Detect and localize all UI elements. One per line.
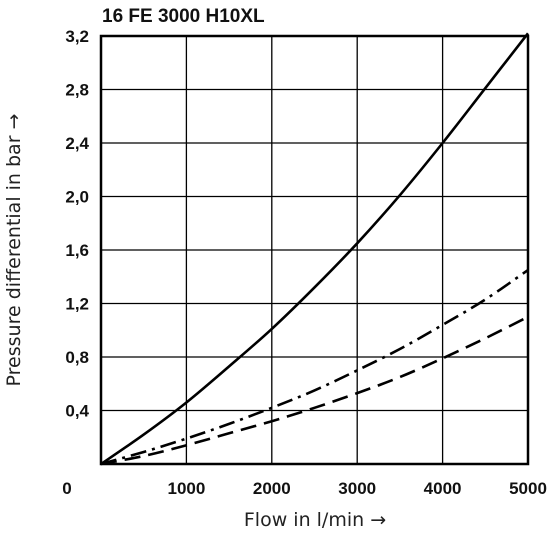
series-line-dash-dot <box>100 268 529 466</box>
x-tick-label: 4000 <box>424 479 462 498</box>
x-axis-label: Flow in l/min → <box>244 509 386 531</box>
y-tick-label: 0,4 <box>65 402 89 421</box>
x-tick-label: 5000 <box>509 479 547 498</box>
y-axis-label: Pressure differential in bar → <box>3 114 25 387</box>
x-tick-label: 1000 <box>167 479 205 498</box>
chart-title: 16 FE 3000 H10XL <box>102 6 265 27</box>
y-tick-label: 1,6 <box>65 241 89 260</box>
y-tick-label: 3,2 <box>65 27 89 46</box>
x-tick-label: 2000 <box>253 479 291 498</box>
series-line-dashed <box>100 315 529 466</box>
y-tick-label: 2,4 <box>65 134 89 153</box>
y-tick-label: 1,2 <box>65 295 89 314</box>
y-tick-label: 0,8 <box>65 348 89 367</box>
series-line-solid <box>100 32 530 466</box>
y-tick-label: 2,8 <box>65 81 89 100</box>
tick-labels: 0 1000 2000 3000 4000 5000 0,4 0,8 1,2 1,6 2,0 2,4 2… <box>62 27 547 498</box>
plot-frame <box>99 34 530 466</box>
y-tick-label: 2,0 <box>65 188 89 207</box>
x-tick-label: 0 <box>62 479 71 498</box>
grid <box>101 36 528 464</box>
x-tick-label: 3000 <box>338 479 376 498</box>
series-group <box>100 32 530 466</box>
